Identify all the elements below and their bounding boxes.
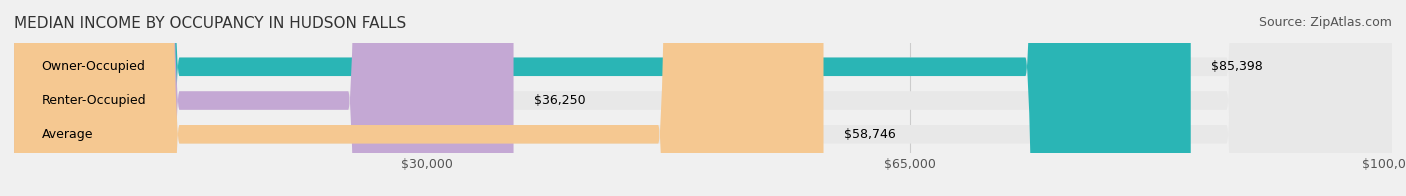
Text: Owner-Occupied: Owner-Occupied [42,60,145,73]
Text: Renter-Occupied: Renter-Occupied [42,94,146,107]
FancyBboxPatch shape [14,0,1392,196]
Text: $85,398: $85,398 [1212,60,1263,73]
Text: $36,250: $36,250 [534,94,586,107]
FancyBboxPatch shape [14,0,513,196]
FancyBboxPatch shape [14,0,1191,196]
Text: $58,746: $58,746 [844,128,896,141]
Text: MEDIAN INCOME BY OCCUPANCY IN HUDSON FALLS: MEDIAN INCOME BY OCCUPANCY IN HUDSON FAL… [14,16,406,31]
Text: Source: ZipAtlas.com: Source: ZipAtlas.com [1258,16,1392,29]
FancyBboxPatch shape [14,0,824,196]
FancyBboxPatch shape [14,0,1392,196]
FancyBboxPatch shape [14,0,1392,196]
Text: Average: Average [42,128,93,141]
